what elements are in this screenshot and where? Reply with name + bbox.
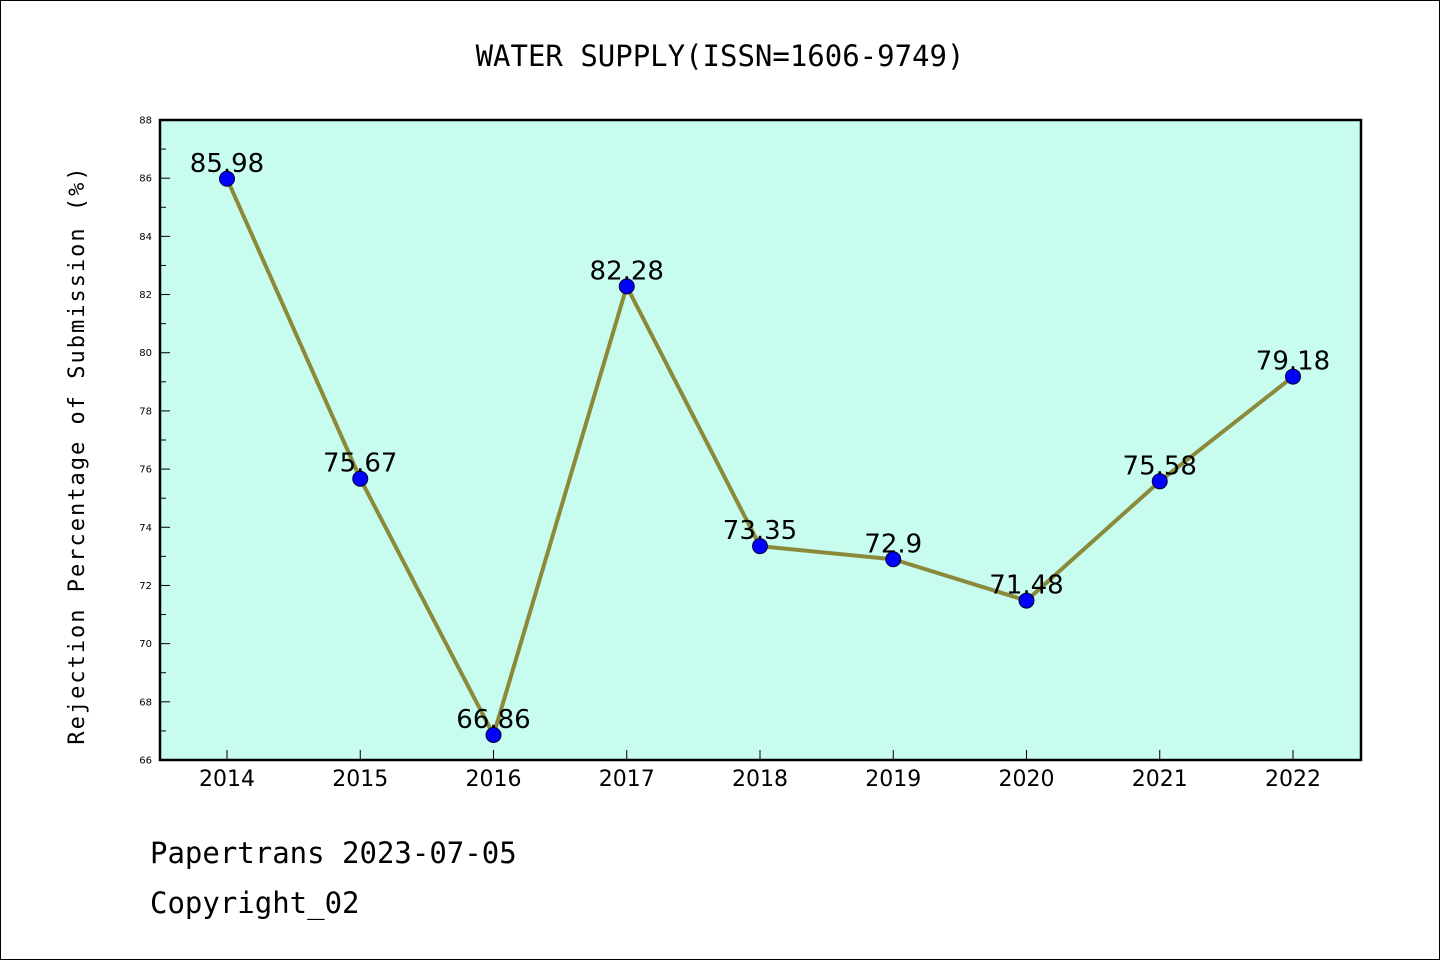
- y-tick-labels: 66 68 70 72 74 76 78 80 82 84 86 88: [139, 116, 152, 767]
- data-labels: 85.98 75.67 66.86 82.28 73.35 72.9 71.48 75.58 7…: [190, 149, 1330, 735]
- data-label: 66.86: [456, 705, 530, 735]
- y-tick-label: 72: [139, 581, 152, 592]
- series-markers: [219, 170, 1301, 743]
- data-point: [752, 538, 768, 555]
- data-point: [1285, 368, 1301, 385]
- x-tick-label: 2021: [1132, 767, 1188, 792]
- y-tick-label: 76: [139, 465, 152, 476]
- x-tick-label: 2014: [199, 767, 255, 792]
- y-tick-label: 68: [139, 697, 152, 708]
- y-tick-label: 78: [139, 406, 152, 417]
- footer-source: Papertrans 2023-07-05: [150, 836, 517, 870]
- x-tick-label: 2019: [865, 767, 921, 792]
- data-label: 73.35: [723, 516, 797, 546]
- data-label: 82.28: [590, 256, 664, 286]
- y-tick-label: 74: [139, 523, 152, 534]
- plot-border: [158, 118, 1363, 762]
- data-label: 72.9: [864, 529, 922, 559]
- y-tick-label: 82: [139, 290, 152, 301]
- x-tick-label: 2020: [999, 767, 1055, 792]
- data-label: 85.98: [190, 149, 264, 179]
- footer-copyright: Copyright_02: [150, 886, 360, 920]
- data-point: [618, 278, 635, 295]
- y-tick-label: 80: [139, 348, 152, 359]
- data-point: [485, 726, 502, 743]
- data-label: 75.67: [323, 449, 397, 479]
- data-label: 71.48: [989, 571, 1063, 601]
- y-tick-label: 84: [139, 232, 152, 243]
- x-tick-labels: 2014 2015 2016 2017 2018 2019 2020 2021 2022: [199, 767, 1321, 792]
- x-tick-label: 2022: [1265, 767, 1321, 792]
- x-tick-label: 2017: [599, 767, 655, 792]
- data-point: [885, 551, 902, 568]
- plot-area: [160, 120, 1361, 760]
- x-tick-label: 2016: [466, 767, 522, 792]
- data-point: [1151, 473, 1168, 490]
- x-tick-label: 2018: [732, 767, 788, 792]
- y-tick-label: 66: [139, 756, 152, 767]
- y-tick-label: 86: [139, 174, 152, 185]
- data-point: [352, 470, 369, 487]
- data-label: 75.58: [1123, 451, 1197, 481]
- y-tick-label: 70: [139, 639, 152, 650]
- y-tick-label: 88: [139, 116, 152, 127]
- y-axis-label: Rejection Percentage of Submission (%): [65, 165, 90, 744]
- data-point: [1018, 592, 1035, 609]
- data-label: 79.18: [1256, 347, 1330, 377]
- chart-title: WATER SUPPLY(ISSN=1606-9749): [476, 39, 965, 73]
- x-tick-label: 2015: [332, 767, 388, 792]
- data-point: [219, 170, 235, 187]
